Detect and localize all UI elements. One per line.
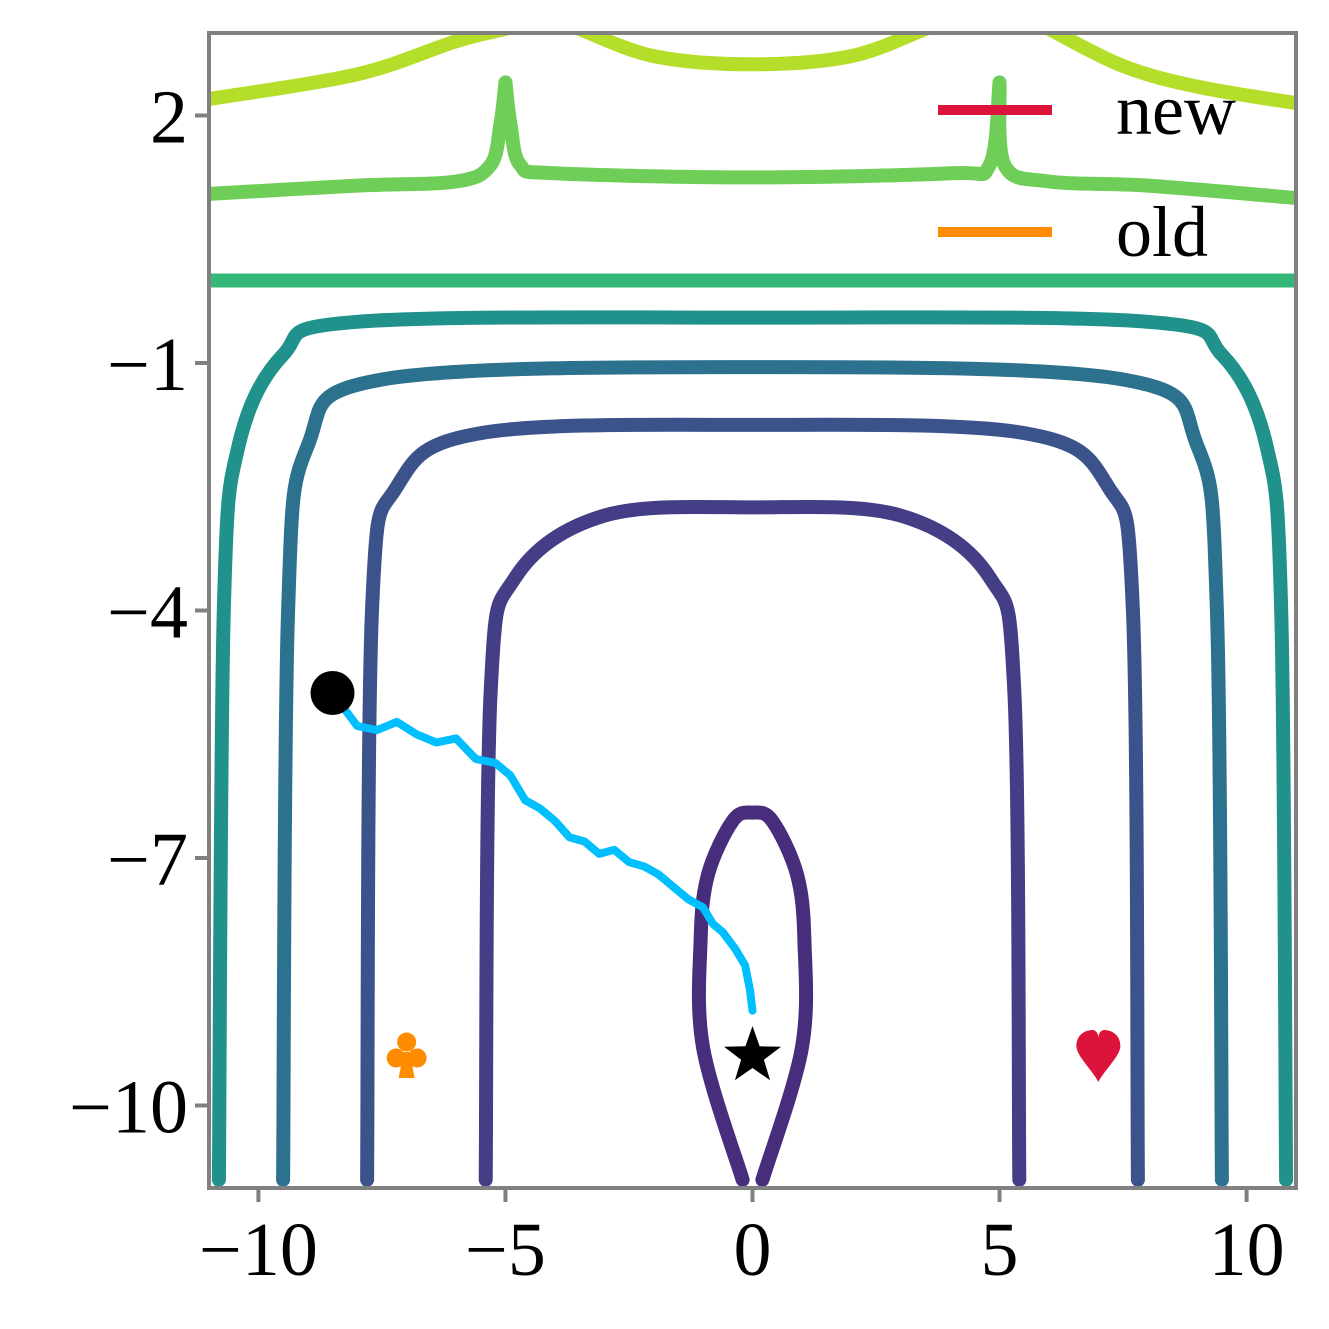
contour-line-2 (1043, 33, 1296, 111)
contour-line-7 (211, 310, 1294, 1187)
contour-line-1 (573, 33, 932, 72)
x-tick-label-2: 0 (734, 1208, 772, 1292)
y-tick-label-1: −1 (107, 323, 188, 407)
legend-label-new: new (1116, 70, 1236, 150)
contour-line-8 (276, 360, 1229, 1187)
contour-line-5 (992, 75, 1296, 205)
optimum-marker (724, 1026, 781, 1081)
x-tick-label-1: −5 (465, 1208, 546, 1292)
old-minimum-marker (386, 1032, 427, 1078)
trajectory (328, 689, 757, 1015)
x-tick-label-3: 5 (981, 1208, 1019, 1292)
new-minimum-marker (1076, 1030, 1121, 1082)
y-tick-label-4: −10 (69, 1066, 188, 1150)
trajectory-line (328, 689, 757, 1015)
start-marker (310, 671, 355, 715)
y-tick-label-2: −4 (107, 571, 188, 655)
contour-line-3 (209, 75, 513, 201)
legend-label-old: old (1116, 192, 1208, 272)
y-tick-label-0: 2 (150, 76, 188, 160)
y-tick-label-3: −7 (107, 818, 188, 902)
y-axis: 2 −1 −4 −7 −10 (69, 76, 209, 1150)
contour-line-0 (209, 33, 512, 106)
legend: new old (938, 70, 1236, 272)
markers (310, 671, 1121, 1082)
contour-line-4 (498, 75, 1007, 185)
x-tick-label-4: 10 (1209, 1208, 1285, 1292)
contour-line-11 (691, 805, 814, 1187)
contour-line-10 (478, 499, 1027, 1187)
x-axis: −10 −5 0 5 10 (199, 1188, 1285, 1292)
x-tick-label-0: −10 (199, 1208, 318, 1292)
contour-lines (209, 33, 1296, 1187)
contour-line-9 (360, 417, 1145, 1187)
